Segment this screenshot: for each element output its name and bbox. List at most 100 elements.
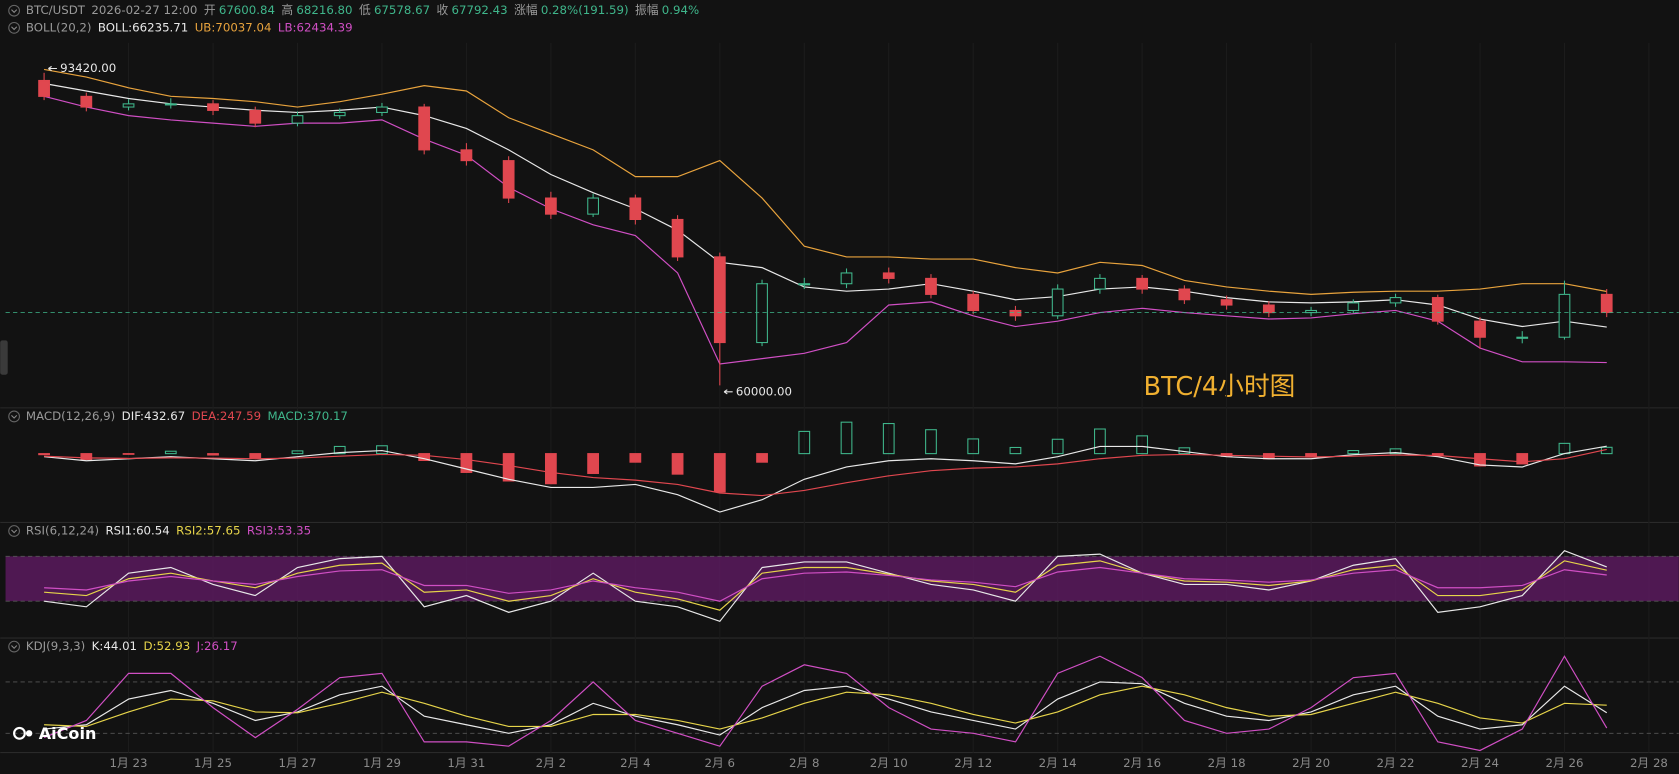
x-tick-label: 1月 31 bbox=[447, 756, 485, 770]
collapse-icon bbox=[8, 21, 21, 34]
histogram-bar bbox=[1389, 448, 1402, 455]
series-line bbox=[43, 68, 1607, 295]
histogram-bar bbox=[418, 453, 431, 461]
candle-body bbox=[207, 103, 219, 111]
candle-body bbox=[164, 103, 177, 106]
legend-entry: BOLL:66235.71 bbox=[98, 20, 188, 34]
candle-body bbox=[1431, 297, 1444, 322]
histogram-bar bbox=[376, 445, 388, 455]
histogram-bar bbox=[544, 453, 557, 485]
logo-icon bbox=[13, 726, 26, 740]
candle-body bbox=[967, 293, 980, 312]
indicator-title: MACD(12,26,9) bbox=[26, 409, 115, 423]
watermark: BTC/4小时图 bbox=[1144, 372, 1296, 402]
annotation-arrow bbox=[723, 389, 733, 395]
histogram-bar bbox=[1094, 428, 1106, 455]
legend-entry: UB:70037.04 bbox=[195, 20, 272, 34]
annotation-arrow bbox=[48, 65, 57, 72]
x-tick-label: 2月 18 bbox=[1208, 756, 1246, 770]
x-tick-label: 2月 28 bbox=[1630, 756, 1668, 770]
quote-value: 67600.84 bbox=[219, 3, 275, 17]
candle-body bbox=[756, 283, 768, 344]
histogram-bar bbox=[122, 453, 135, 455]
histogram-bar bbox=[925, 429, 937, 455]
candle-body bbox=[1009, 309, 1022, 317]
x-tick-label: 2月 4 bbox=[620, 756, 650, 770]
quote-value: 0.94% bbox=[662, 3, 699, 17]
x-tick-label: 1月 27 bbox=[279, 756, 317, 770]
candle-body bbox=[38, 79, 50, 97]
histogram-bar bbox=[460, 453, 473, 473]
histogram-bar bbox=[629, 453, 642, 463]
x-tick-label: 2月 20 bbox=[1292, 756, 1330, 770]
candle-body bbox=[333, 111, 346, 117]
collapse-icon bbox=[11, 414, 18, 419]
x-tick-label: 1月 23 bbox=[110, 756, 148, 770]
histogram-bar bbox=[333, 445, 346, 455]
collapse-icon bbox=[11, 529, 18, 534]
x-tick-label: 2月 6 bbox=[705, 756, 735, 770]
candle-body bbox=[544, 197, 557, 215]
series-line bbox=[44, 549, 1607, 623]
candle-body bbox=[460, 149, 473, 162]
histogram-bar bbox=[882, 423, 895, 455]
candle-body bbox=[502, 160, 515, 199]
histogram-bar bbox=[1136, 435, 1149, 455]
histogram-bar bbox=[207, 453, 219, 456]
histogram-bar bbox=[587, 453, 600, 474]
indicator-title: BOLL(20,2) bbox=[26, 20, 92, 34]
candle-body bbox=[587, 197, 600, 215]
candle-body bbox=[713, 256, 726, 344]
series-line bbox=[44, 445, 1607, 513]
legend-entry: D:52.93 bbox=[143, 639, 190, 653]
x-tick-label: 2月 24 bbox=[1461, 756, 1499, 770]
histogram-bar bbox=[164, 450, 177, 455]
histogram-bar bbox=[840, 421, 853, 455]
legend-entry: DIF:432.67 bbox=[122, 409, 186, 423]
legend-entry: DEA:247.59 bbox=[192, 409, 261, 423]
series-line bbox=[43, 82, 1607, 328]
logo-text: AiCoin bbox=[39, 724, 97, 743]
candle-body bbox=[376, 106, 388, 113]
histogram-bar bbox=[713, 453, 726, 493]
quote-value: 67578.67 bbox=[374, 3, 430, 17]
collapse-icon bbox=[11, 645, 18, 649]
candle-body bbox=[840, 272, 853, 285]
x-tick-label: 2月 14 bbox=[1039, 756, 1077, 770]
candle-body bbox=[671, 218, 684, 258]
symbol: BTC/USDT bbox=[26, 3, 86, 17]
x-tick-label: 2月 26 bbox=[1545, 756, 1583, 770]
quote-label: 低 bbox=[359, 3, 371, 17]
histogram-bar bbox=[1347, 450, 1360, 455]
candle-body bbox=[1516, 336, 1529, 339]
histogram-bar bbox=[671, 453, 684, 475]
quote-label: 高 bbox=[281, 3, 293, 17]
logo-icon bbox=[25, 730, 33, 737]
collapse-icon bbox=[8, 410, 21, 423]
legend-entry: LB:62434.39 bbox=[278, 20, 353, 34]
annotation: 93420.00 bbox=[60, 61, 116, 75]
histogram-bar bbox=[967, 438, 980, 455]
quote-label: 振幅 bbox=[635, 3, 659, 17]
candle-body bbox=[1178, 288, 1191, 301]
candle-body bbox=[1347, 302, 1360, 312]
histogram-bar bbox=[1009, 446, 1022, 455]
legend-entry: RSI1:60.54 bbox=[106, 523, 170, 537]
x-tick-label: 2月 16 bbox=[1123, 756, 1161, 770]
side-handle[interactable] bbox=[0, 340, 8, 375]
candle-body bbox=[1600, 293, 1613, 314]
series-line bbox=[44, 681, 1608, 736]
legend-entry: J:26.17 bbox=[196, 639, 238, 653]
candle-body bbox=[798, 283, 811, 286]
collapse-icon bbox=[11, 9, 18, 14]
candle-body bbox=[1136, 277, 1149, 290]
series-line bbox=[44, 448, 1607, 497]
candle-body bbox=[1474, 320, 1486, 338]
histogram-bar bbox=[756, 453, 768, 463]
series-line bbox=[44, 685, 1607, 730]
x-tick-label: 1月 25 bbox=[194, 756, 232, 770]
x-tick-label: 2月 12 bbox=[954, 756, 992, 770]
